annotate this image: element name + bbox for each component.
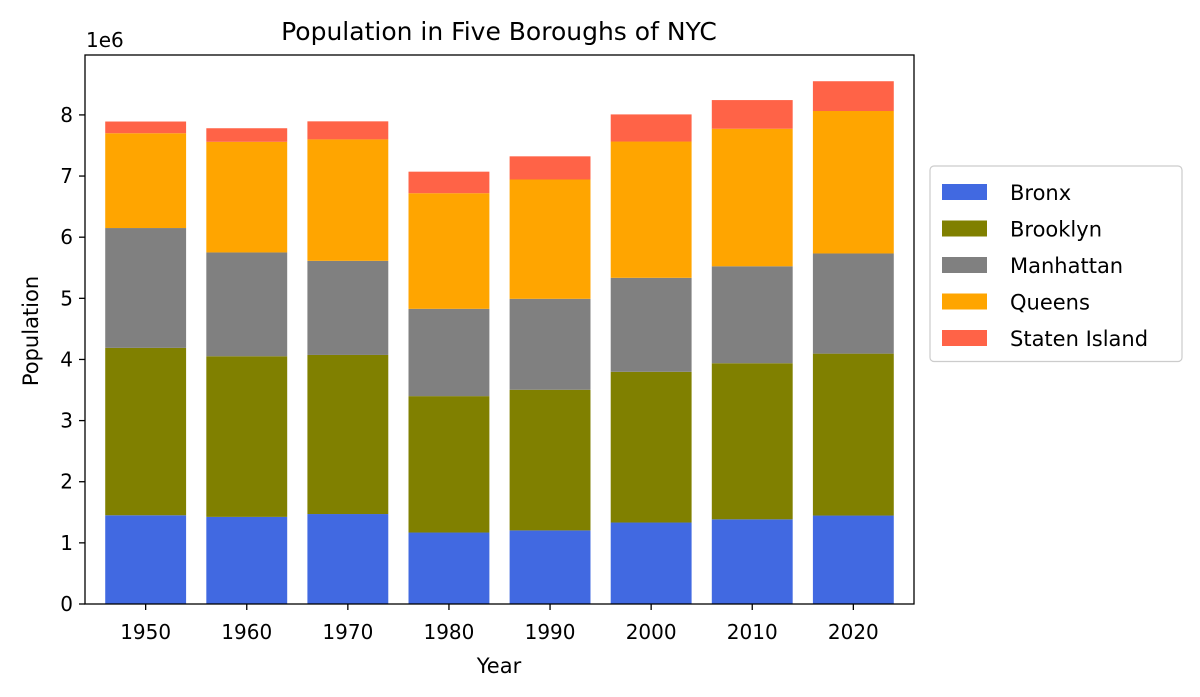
x-tick-label: 2000	[626, 620, 677, 644]
legend-swatch-staten-island	[942, 330, 987, 346]
bar-brooklyn-1970	[307, 354, 389, 515]
legend-swatch-queens	[942, 293, 987, 310]
bar-bronx-2020	[812, 515, 894, 604]
legend-label-staten-island: Staten Island	[1010, 327, 1148, 351]
bar-bronx-2010	[711, 519, 793, 604]
y-tick-label: 6	[60, 225, 73, 249]
bar-staten-island-1980	[408, 171, 490, 194]
bar-queens-2020	[812, 111, 894, 254]
x-tick-label: 2010	[727, 620, 778, 644]
y-axis-label: Population	[19, 276, 43, 386]
bar-queens-1960	[206, 141, 288, 253]
legend-label-brooklyn: Brooklyn	[1010, 218, 1102, 242]
legend-swatch-bronx	[942, 184, 987, 200]
y-tick-label: 2	[60, 470, 73, 494]
bar-brooklyn-2020	[812, 353, 894, 516]
bar-manhattan-2010	[711, 266, 793, 364]
bar-bronx-1970	[307, 514, 389, 604]
bar-bronx-1990	[509, 530, 591, 604]
bar-bronx-1950	[105, 515, 187, 604]
bar-queens-1950	[105, 133, 187, 229]
y-tick-label: 0	[60, 592, 73, 616]
legend-label-manhattan: Manhattan	[1010, 254, 1123, 278]
bar-brooklyn-1960	[206, 356, 288, 517]
plot-frame	[84, 54, 915, 605]
bar-brooklyn-1990	[509, 389, 591, 531]
bar-bronx-1980	[408, 532, 490, 604]
x-tick-label: 1990	[525, 620, 576, 644]
bar-manhattan-2020	[812, 253, 894, 354]
x-tick-label: 1980	[423, 620, 474, 644]
legend-swatch-brooklyn	[942, 220, 987, 237]
bar-manhattan-1970	[307, 260, 389, 355]
bar-queens-1970	[307, 139, 389, 261]
x-tick-label: 2020	[828, 620, 879, 644]
y-tick-label: 4	[60, 347, 73, 371]
legend-box	[929, 165, 1183, 363]
bar-staten-island-2000	[610, 114, 692, 142]
bar-staten-island-1960	[206, 128, 288, 142]
legend: Bronx Brooklyn Manhattan Queens Staten Islan…	[929, 165, 1183, 363]
bar-queens-1990	[509, 179, 591, 299]
y-tick-label: 3	[60, 409, 73, 433]
bar-bronx-1960	[206, 516, 288, 604]
bar-queens-2000	[610, 141, 692, 278]
bar-brooklyn-2000	[610, 371, 692, 523]
x-tick-label: 1970	[322, 620, 373, 644]
legend-label-bronx: Bronx	[1010, 181, 1071, 205]
legend-label-queens: Queens	[1010, 291, 1090, 315]
y-tick-label: 7	[60, 164, 73, 188]
x-tick-label: 1960	[221, 620, 272, 644]
bar-manhattan-1950	[105, 228, 187, 348]
bar-manhattan-1990	[509, 298, 591, 390]
x-tick-label: 1950	[120, 620, 171, 644]
bar-queens-1980	[408, 193, 490, 309]
bar-staten-island-1990	[509, 156, 591, 180]
bar-staten-island-2020	[812, 81, 894, 112]
bar-staten-island-2010	[711, 100, 793, 129]
axes-group: 0 1 2 3 4 5 6 7 8 1950 1960 1970 1980 1990 2000 2010 202…	[60, 54, 915, 644]
y-axis-offset-label: 1e6	[86, 28, 124, 52]
bar-brooklyn-1980	[408, 396, 490, 533]
legend-swatch-manhattan	[942, 257, 987, 273]
bar-brooklyn-1950	[105, 347, 187, 516]
bar-brooklyn-2010	[711, 363, 793, 520]
bar-manhattan-2000	[610, 277, 692, 372]
bars-group	[105, 81, 894, 604]
x-axis-label: Year	[476, 654, 522, 678]
bar-bronx-2000	[610, 522, 692, 604]
chart-title: Population in Five Boroughs of NYC	[281, 17, 717, 46]
bar-queens-2010	[711, 128, 793, 267]
y-tick-label: 5	[60, 286, 73, 310]
bar-manhattan-1980	[408, 308, 490, 397]
y-tick-label: 8	[60, 103, 73, 127]
y-tick-label: 1	[60, 531, 73, 555]
bar-staten-island-1970	[307, 121, 389, 140]
bar-manhattan-1960	[206, 252, 288, 357]
bar-staten-island-1950	[105, 121, 187, 134]
